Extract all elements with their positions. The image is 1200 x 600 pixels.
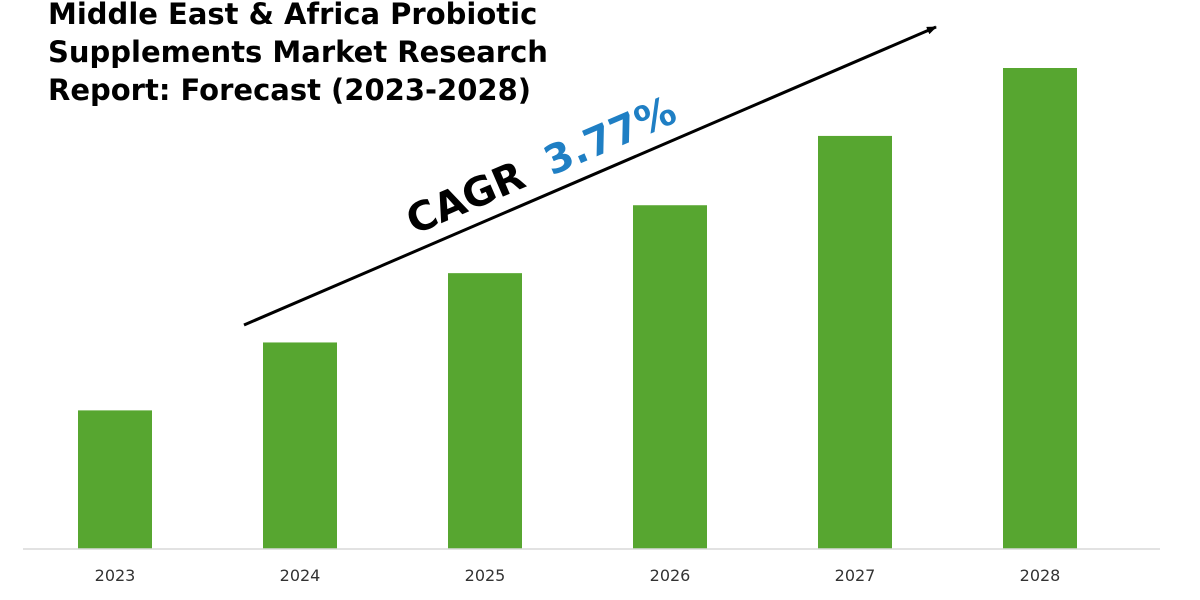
bar-series: [78, 68, 1077, 550]
bar-2023: [78, 410, 152, 549]
x-tick-label-2028: 2028: [1020, 566, 1061, 585]
bar-2026: [633, 205, 707, 550]
bar-2024: [263, 342, 337, 549]
x-tick-label-2026: 2026: [650, 566, 691, 585]
cagr-value: 3.77%: [537, 88, 683, 185]
chart-title-line-3: Report: Forecast (2023-2028): [48, 73, 531, 107]
bar-2028: [1003, 68, 1077, 549]
growth-trend-arrow: [243, 25, 937, 327]
chart-title-line-1: Middle East & Africa Probiotic: [48, 0, 537, 31]
x-tick-label-2025: 2025: [465, 566, 506, 585]
bar-2025: [448, 273, 522, 549]
bar-2027: [818, 135, 892, 550]
x-tick-label-2024: 2024: [280, 566, 321, 585]
x-tick-label-2023: 2023: [95, 566, 136, 585]
x-axis-tick-labels: 2023 2024 2025 2026 2027 2028: [95, 566, 1061, 585]
x-tick-label-2027: 2027: [835, 566, 876, 585]
chart-title: Middle East & Africa Probiotic Supplemen…: [48, 0, 548, 107]
chart-title-line-2: Supplements Market Research: [48, 35, 548, 69]
